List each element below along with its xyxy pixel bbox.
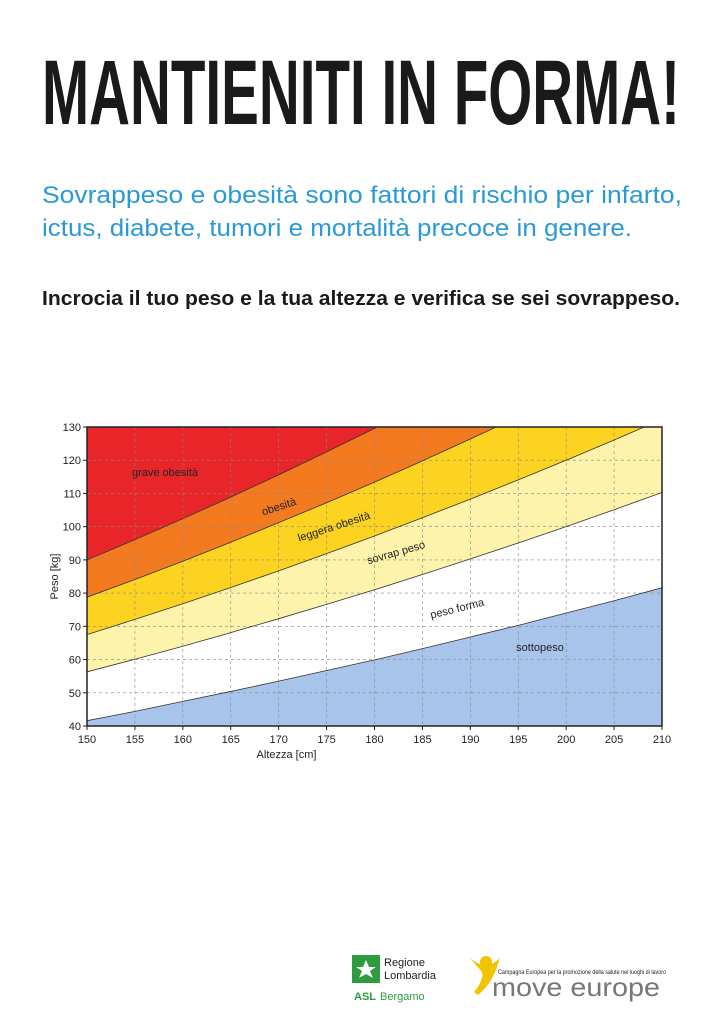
brand: move europe — [492, 972, 660, 1002]
boundary-line — [87, 427, 498, 598]
asl-city: Bergamo — [380, 991, 425, 1003]
x-tick-label: 155 — [126, 734, 144, 746]
x-axis-label: Altezza [cm] — [257, 749, 317, 761]
region-name: Lombardia — [384, 970, 437, 982]
boundary-line — [87, 427, 646, 636]
x-tick-label: 170 — [269, 734, 287, 746]
x-tick-label: 200 — [557, 734, 575, 746]
zone-area — [87, 427, 662, 560]
brand-logo — [470, 956, 500, 995]
y-tick-label: 70 — [69, 621, 81, 633]
subtitle: Sovrappeso e obesità sono fattori di ris… — [42, 182, 682, 209]
x-tick-label: 205 — [605, 734, 623, 746]
x-tick-label: 190 — [461, 734, 479, 746]
x-tick-label: 210 — [653, 734, 671, 746]
region-logo-mark — [356, 960, 376, 978]
x-tick-label: 150 — [78, 734, 96, 746]
instruction: Incrocia il tuo peso e la tua altezza e … — [42, 288, 680, 310]
x-tick-label: 185 — [413, 734, 431, 746]
zone-label: grave obesità — [132, 467, 199, 479]
asl: ASL — [354, 991, 376, 1003]
y-tick-label: 80 — [69, 588, 81, 600]
boundary-line — [87, 427, 379, 561]
zone-label: sottopeso — [516, 642, 564, 654]
y-tick-label: 120 — [63, 455, 81, 467]
axes: 150 155 160 165 170 175 180 185 190 195 200 205 210 4… — [49, 422, 671, 761]
x-tick-label: 165 — [222, 734, 240, 746]
boundary-line — [87, 492, 662, 673]
x-tick-label: 180 — [365, 734, 383, 746]
subtitle: ictus, diabete, tumori e mortalità preco… — [42, 215, 632, 242]
zone-area — [87, 427, 645, 635]
y-tick-label: 130 — [63, 422, 81, 434]
boundary-line — [87, 587, 662, 722]
y-axis-label: Peso [kg] — [49, 554, 61, 600]
x-tick-label: 195 — [509, 734, 527, 746]
y-tick-label: 40 — [69, 721, 81, 733]
x-tick-label: 175 — [317, 734, 335, 746]
region-name: Regione — [384, 957, 425, 969]
x-tick-label: 160 — [174, 734, 192, 746]
title: MANTIENITI IN FORMA! — [42, 42, 680, 144]
y-tick-label: 100 — [63, 522, 81, 534]
y-tick-label: 50 — [69, 688, 81, 700]
y-tick-label: 110 — [63, 488, 81, 500]
y-tick-label: 60 — [69, 655, 81, 667]
y-tick-label: 90 — [69, 555, 81, 567]
campaign: Campagna Europea per la promozione della… — [498, 969, 666, 976]
zone-area — [87, 427, 497, 598]
